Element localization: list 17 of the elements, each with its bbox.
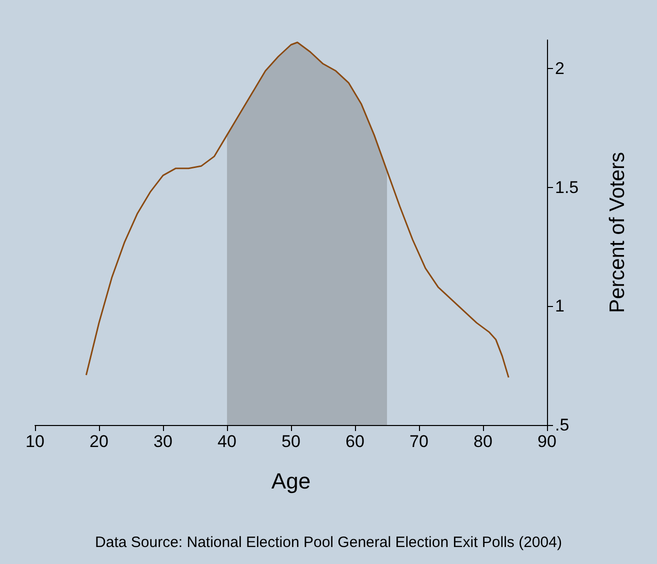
y-tick-label: 1.5	[555, 178, 579, 197]
source-note: Data Source: National Election Pool General Election Exit Polls (2004)	[95, 534, 562, 551]
x-tick-label: 40	[218, 432, 236, 451]
x-tick-label: 50	[282, 432, 300, 451]
y-tick-label: 1	[555, 296, 564, 316]
x-tick-label: 10	[26, 432, 44, 451]
line-series	[85, 42, 510, 378]
y-tick-label: 2	[555, 59, 564, 78]
x-tick-label: 60	[346, 432, 364, 451]
x-tick-label: 70	[410, 432, 428, 451]
y-tick-label: .5	[555, 416, 570, 434]
x-tick-label: 30	[154, 432, 172, 451]
y-axis-title: Percent of Voters	[606, 152, 629, 314]
x-tick-label: 90	[538, 432, 556, 451]
x-tick-label: 80	[474, 432, 492, 451]
x-tick-label: 20	[90, 432, 108, 451]
x-axis-title: Age	[271, 468, 311, 494]
